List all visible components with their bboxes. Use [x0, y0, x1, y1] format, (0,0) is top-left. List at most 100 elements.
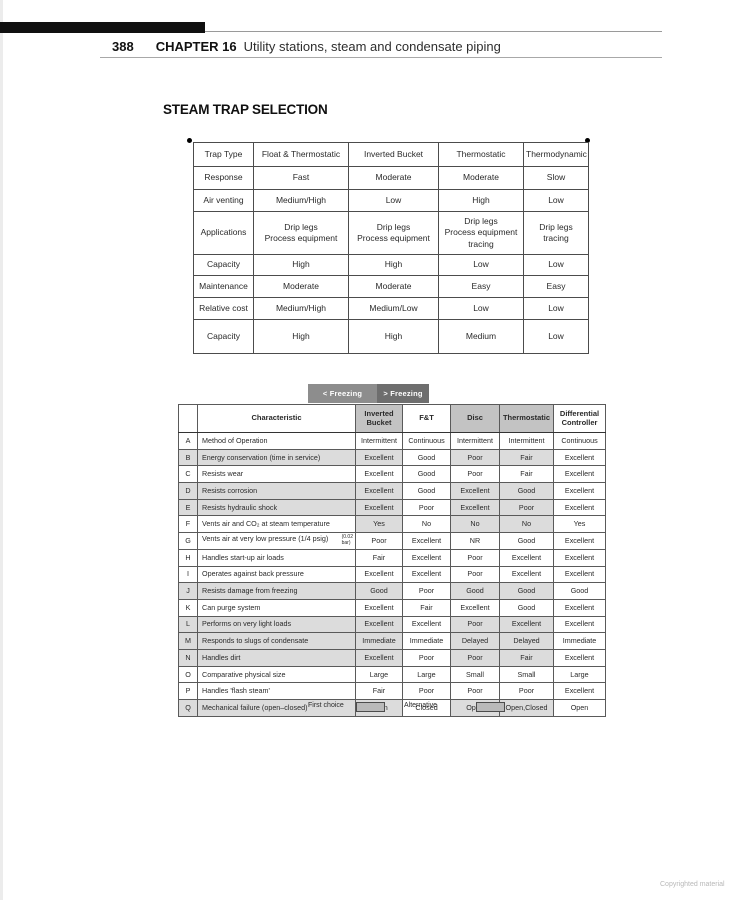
rating-cell: Poor: [499, 682, 554, 700]
table-row: Response Fast Moderate Moderate Slow: [193, 166, 589, 190]
trap-row-label: Air venting: [193, 189, 254, 212]
table-row: M Responds to slugs of condensate Immediat…: [178, 632, 606, 650]
characteristic-label: Vents air and CO₂ at steam temperature: [202, 519, 330, 529]
table-row: O Comparative physical size Large Large Smal…: [178, 665, 606, 684]
rating-cell: Good: [402, 465, 451, 484]
header-rule-top: [205, 31, 662, 32]
trap-row-label: Relative cost: [193, 297, 254, 320]
table-row: P Handles 'flash steam' Fair Poor Poor Poor Ex…: [178, 682, 606, 700]
trap-value-cell: Low: [523, 319, 589, 354]
rating-cell: Excellent: [450, 598, 500, 617]
characteristic-label: Handles start-up air loads: [202, 552, 284, 562]
row-letter-cell: H: [178, 548, 198, 567]
row-letter-cell: E: [178, 498, 198, 517]
trap-column-header: Float & Thermostatic: [253, 142, 349, 167]
rating-cell: Good: [450, 582, 500, 600]
rating-cell: Fair: [499, 648, 554, 667]
rating-cell: Poor: [450, 565, 500, 584]
rating-cell: Good: [499, 582, 554, 600]
characteristic-label: Energy conservation (time in service): [202, 452, 321, 462]
trap-value-cell: High: [438, 189, 524, 212]
rating-cell: Open: [553, 699, 606, 717]
rating-cell: Excellent: [355, 648, 403, 667]
rating-cell: Poor: [450, 648, 500, 667]
comparison-column-header: Characteristic: [197, 404, 356, 433]
row-letter-cell: A: [178, 432, 198, 450]
rating-cell: Excellent: [355, 448, 403, 467]
characteristic-cell: Comparative physical size: [197, 665, 356, 684]
trap-column-header: Inverted Bucket: [348, 142, 439, 167]
characteristic-cell: Responds to slugs of condensate: [197, 632, 356, 650]
corner-dot-right: [585, 138, 590, 143]
characteristic-label: Performs on very light loads: [202, 619, 292, 629]
rating-cell: Fair: [355, 548, 403, 567]
trap-column-header: Thermodynamic: [523, 142, 589, 167]
trap-value-cell: Low: [523, 254, 589, 276]
rating-cell: No: [499, 515, 554, 534]
row-letter-cell: I: [178, 565, 198, 584]
rating-cell: Excellent: [355, 465, 403, 484]
rating-cell: Excellent: [355, 615, 403, 634]
characteristic-label: Resists corrosion: [202, 485, 258, 495]
trap-value-cell: Medium/High: [253, 189, 349, 212]
characteristic-label: Comparative physical size: [202, 669, 286, 679]
trap-row-label: Response: [193, 166, 254, 190]
rating-cell: Large: [402, 665, 451, 684]
row-letter-cell: B: [178, 448, 198, 467]
trap-value-cell: High: [348, 319, 439, 354]
header-rule-bottom: [100, 57, 662, 58]
characteristic-cell: Resists wear: [197, 465, 356, 484]
row-letter-cell: K: [178, 598, 198, 617]
trap-value-cell: Moderate: [253, 275, 349, 298]
rating-cell: Excellent: [553, 448, 606, 467]
rating-cell: Poor: [450, 682, 500, 700]
rating-cell: Excellent: [499, 565, 554, 584]
corner-dot-left: [187, 138, 192, 143]
rating-cell: Excellent: [450, 482, 500, 500]
comparison-column-header: Thermostatic: [499, 404, 554, 433]
trap-value-cell: Drip legs Process equipment: [348, 211, 439, 255]
rating-cell: No: [450, 515, 500, 534]
characteristic-cell: Handles 'flash steam': [197, 682, 356, 700]
trap-selection-table: Trap Type Float & Thermostatic Inverted Bu…: [193, 142, 589, 354]
rating-cell: Excellent: [553, 482, 606, 500]
trap-value-cell: Low: [438, 254, 524, 276]
table-row: E Resists hydraulic shock Excellent Poor Exc…: [178, 498, 606, 517]
characteristic-cell: Handles dirt: [197, 648, 356, 667]
rating-cell: Poor: [450, 465, 500, 484]
characteristic-cell: Resists corrosion: [197, 482, 356, 500]
rating-cell: Excellent: [450, 498, 500, 517]
table-row: C Resists wear Excellent Good Poor Fair Excell…: [178, 465, 606, 484]
trap-value-cell: Drip legs Process equipment tracing: [438, 211, 524, 255]
trap-value-cell: Low: [523, 297, 589, 320]
table-row: Characteristic Inverted Bucket F&T Disc Ther…: [178, 404, 606, 433]
trap-value-cell: Low: [523, 189, 589, 212]
characteristic-label: Can purge system: [202, 602, 261, 612]
trap-value-cell: Easy: [438, 275, 524, 298]
tab-above-freezing: > Freezing: [377, 384, 429, 403]
characteristic-label: Handles 'flash steam': [202, 686, 270, 696]
rating-cell: Poor: [450, 548, 500, 567]
characteristic-label: Responds to slugs of condensate: [202, 636, 309, 646]
rating-cell: Excellent: [553, 598, 606, 617]
rating-cell: Closed: [402, 699, 451, 717]
table-row: K Can purge system Excellent Fair Excellent G…: [178, 598, 606, 617]
trap-row-label: Maintenance: [193, 275, 254, 298]
trap-value-cell: Medium/Low: [348, 297, 439, 320]
row-letter-cell: M: [178, 632, 198, 650]
rating-cell: Large: [355, 665, 403, 684]
rating-cell: Excellent: [402, 532, 451, 550]
table-row: J Resists damage from freezing Good Poor Goo…: [178, 582, 606, 600]
legend-alternative-swatch: [476, 702, 505, 712]
table-row: Q Mechanical failure (open–closed) Open Clo…: [178, 699, 606, 717]
characteristic-label: Resists hydraulic shock: [202, 502, 278, 512]
row-letter-cell: N: [178, 648, 198, 667]
rating-cell: Excellent: [355, 482, 403, 500]
rating-cell: Excellent: [553, 682, 606, 700]
rating-cell: Excellent: [553, 615, 606, 634]
rating-cell: Excellent: [499, 615, 554, 634]
rating-cell: Excellent: [402, 615, 451, 634]
rating-cell: Intermittent: [450, 432, 500, 450]
characteristic-label: Method of Operation: [202, 435, 268, 445]
characteristic-cell: Vents air and CO₂ at steam temperature: [197, 515, 356, 534]
